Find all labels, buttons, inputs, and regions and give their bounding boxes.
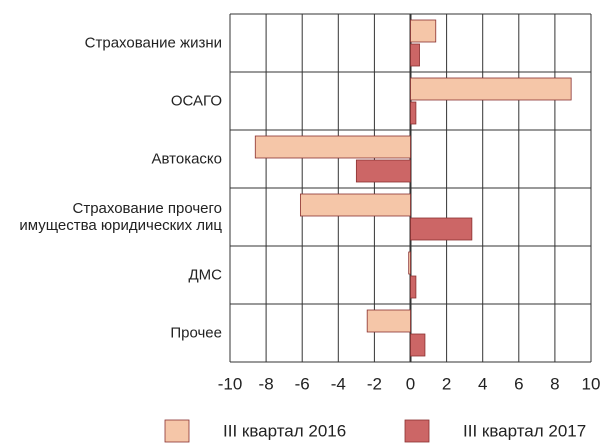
y-tick-label: ОСАГО (170, 92, 222, 110)
bar (410, 43, 420, 67)
x-tick-label: 10 (582, 374, 601, 393)
bar (410, 217, 473, 241)
x-tick-label: 0 (406, 374, 415, 393)
y-tick-label: Автокаско (151, 150, 223, 168)
bar (410, 275, 417, 299)
x-tick-label: -6 (295, 374, 310, 393)
y-tick-label: Прочее (170, 324, 222, 342)
bar (355, 159, 411, 183)
bar (410, 19, 437, 43)
x-tick-label: 2 (442, 374, 451, 393)
bar (408, 251, 411, 275)
x-tick-label: 8 (550, 374, 559, 393)
legend-swatch (404, 419, 430, 443)
x-tick-label: -8 (259, 374, 274, 393)
bar (410, 101, 417, 125)
bar (366, 309, 411, 333)
legend-label: III квартал 2017 (463, 421, 586, 440)
bar (410, 333, 426, 357)
y-tick-label: Страхование прочего имущества юридически… (19, 200, 222, 234)
legend-label: III квартал 2016 (223, 421, 346, 440)
bar (410, 77, 572, 101)
x-tick-label: 6 (514, 374, 523, 393)
y-tick-label: ДМС (188, 266, 223, 284)
bar (299, 193, 411, 217)
legend-swatch (164, 419, 190, 443)
x-tick-label: -10 (218, 374, 243, 393)
x-tick-label: 4 (478, 374, 487, 393)
y-tick-label: Страхование жизни (84, 34, 222, 52)
x-tick-label: -4 (331, 374, 346, 393)
x-tick-label: -2 (367, 374, 382, 393)
bar (254, 135, 411, 159)
